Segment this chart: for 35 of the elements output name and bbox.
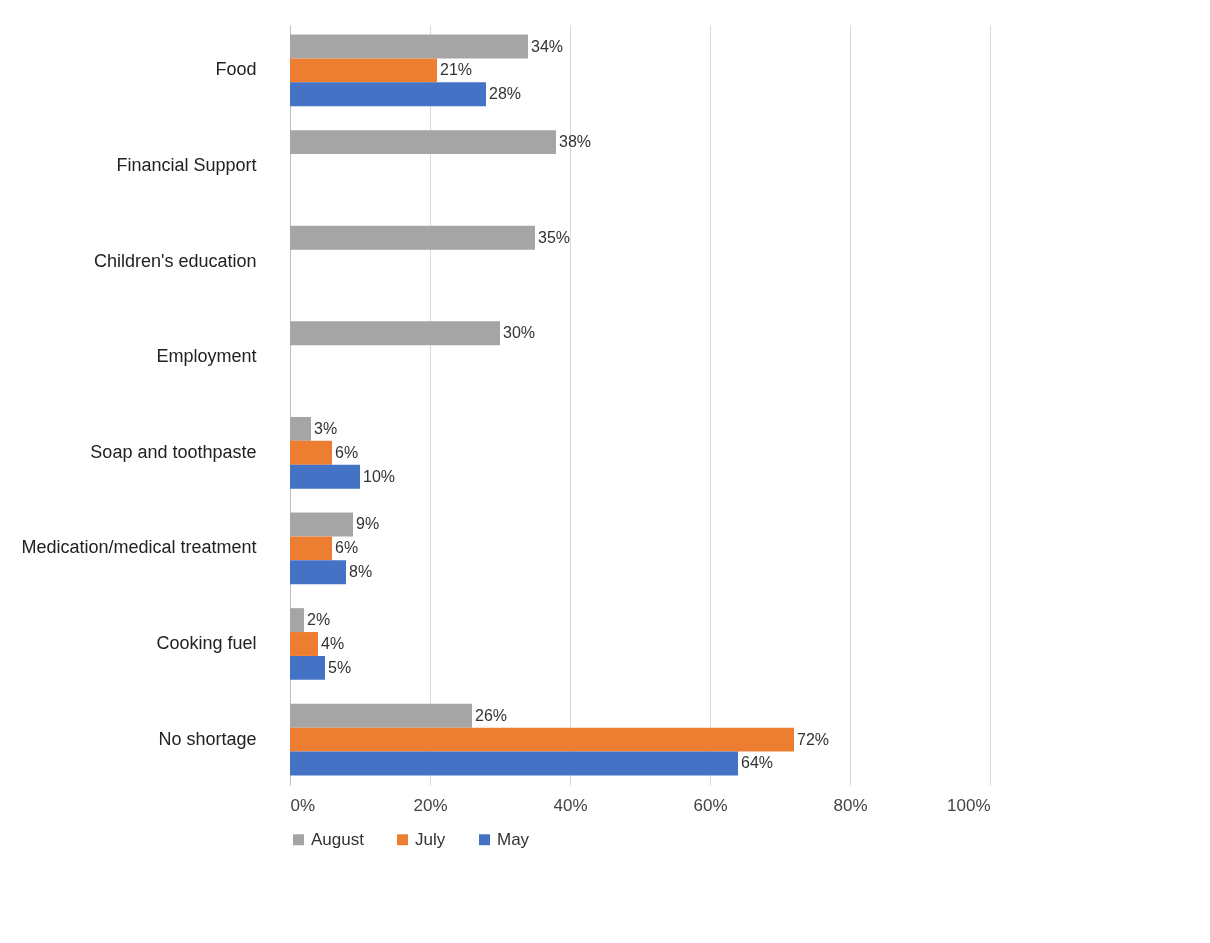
data-label: 9% (356, 515, 380, 533)
data-label: 38% (559, 133, 592, 151)
y-tick-label: Children's education (93, 250, 257, 271)
legend-label: August (311, 829, 365, 849)
y-tick-label: Employment (156, 346, 257, 367)
data-label: 30% (503, 324, 536, 342)
y-tick-label: Food (215, 59, 257, 80)
data-label: 28% (489, 85, 522, 103)
data-label: 72% (797, 730, 830, 748)
legend-label: May (497, 829, 530, 849)
x-tick-label: 100% (947, 795, 991, 815)
x-tick-label: 60% (693, 795, 728, 815)
data-label: 34% (531, 37, 564, 55)
data-label: 6% (335, 443, 359, 461)
data-label: 4% (321, 634, 345, 652)
y-tick-label: No shortage (158, 728, 257, 749)
x-tick-label: 0% (290, 795, 316, 815)
data-label: 2% (307, 611, 331, 629)
data-label: 21% (440, 61, 473, 79)
legend-label: July (415, 829, 446, 849)
data-label: 5% (328, 658, 352, 676)
data-label: 26% (475, 706, 508, 724)
x-tick-label: 40% (553, 795, 588, 815)
x-tick-label: 80% (833, 795, 868, 815)
data-label: 35% (538, 228, 571, 246)
data-label: 8% (349, 563, 373, 581)
data-label: 6% (335, 539, 359, 557)
y-tick-label: Financial Support (116, 155, 257, 176)
y-tick-label: Cooking fuel (156, 632, 257, 653)
data-label: 64% (741, 754, 774, 772)
data-label: 10% (363, 467, 396, 485)
y-tick-label: Soap and toothpaste (90, 441, 257, 462)
y-tick-label: Medication/medical treatment (21, 537, 257, 558)
data-label: 3% (314, 419, 338, 437)
x-tick-label: 20% (413, 795, 448, 815)
